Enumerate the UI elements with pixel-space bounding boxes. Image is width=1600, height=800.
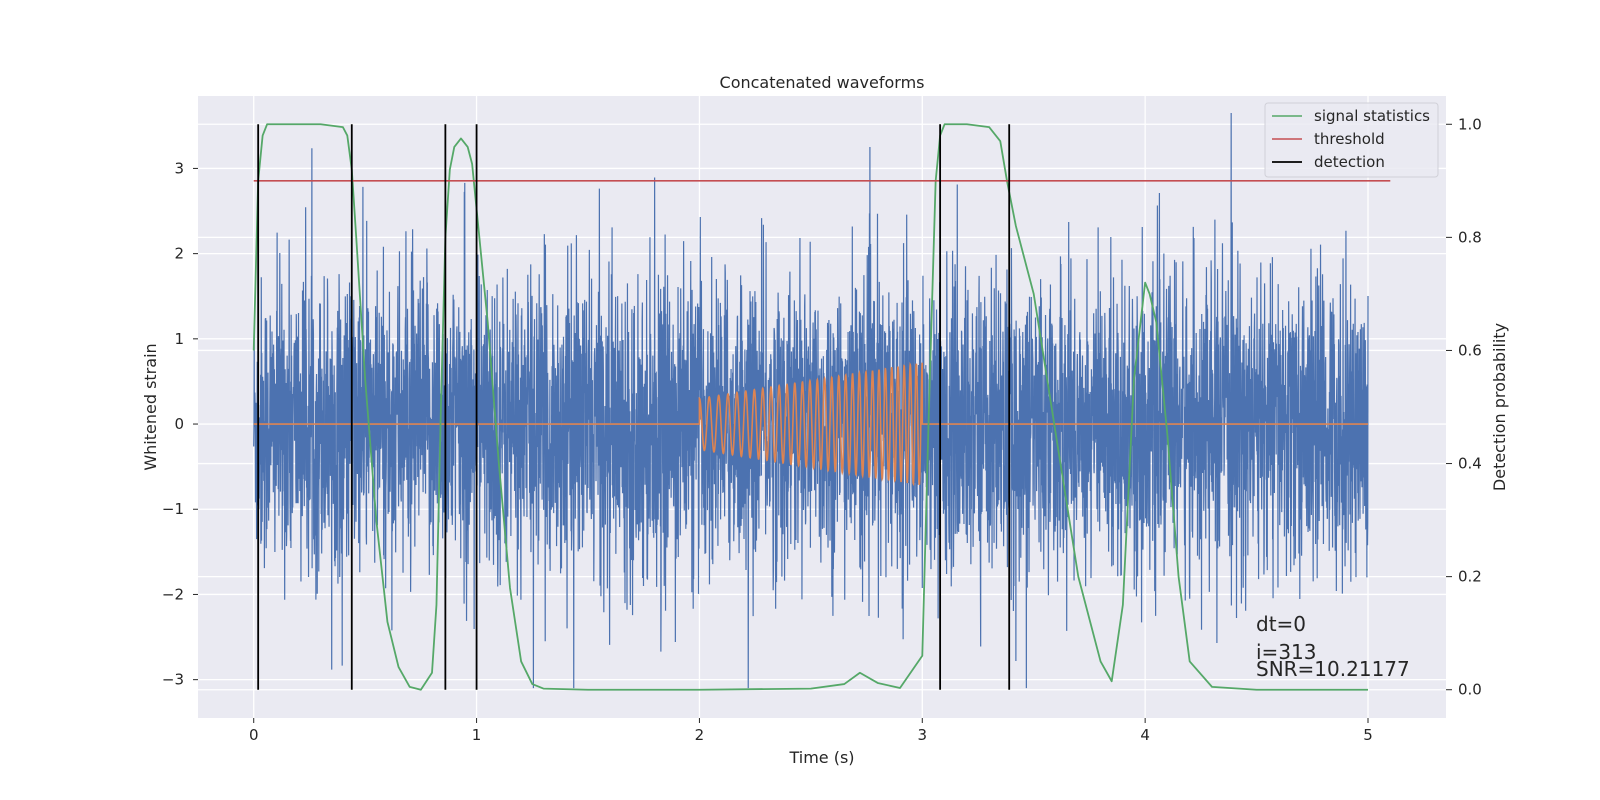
detection-series [257,124,1011,690]
template-line [253,361,1368,487]
annotation-snr: SNR=10.21177 [1256,657,1410,681]
y-right-tick-label: 0.2 [1458,568,1482,586]
x-tick-label: 2 [695,726,705,744]
y-tick-label: 0 [174,415,184,433]
x-tick-label: 3 [918,726,928,744]
y-tick-label: 1 [174,330,184,348]
y-axis-ticks: −3 −2 −1 0 1 2 3 [162,159,198,689]
legend-label-threshold: threshold [1314,130,1385,148]
y-right-axis-label: Detection probability [1490,323,1509,491]
annotation-i: i=313 [1256,640,1317,664]
strain-line [253,113,1369,689]
y-tick-label: −3 [162,671,184,689]
y-right-tick-label: 1.0 [1458,115,1482,133]
legend-label-detection: detection [1314,153,1385,171]
y-axis-label: Whitened strain [141,343,160,470]
x-tick-label: 0 [249,726,259,744]
y-right-tick-label: 0.8 [1458,228,1482,246]
y-tick-label: 3 [174,159,184,177]
y-right-tick-label: 0.4 [1458,455,1482,473]
y-tick-label: 2 [174,245,184,263]
x-axis-ticks: 0 1 2 3 4 5 [249,718,1373,744]
annotation-dt: dt=0 [1256,612,1306,636]
signal-statistics-line [252,123,1368,691]
legend: signal statistics threshold detection [1264,102,1439,178]
signal-statistics-series [252,123,1368,691]
y-right-tick-label: 0.6 [1458,341,1482,359]
legend-box [1264,102,1439,178]
x-tick-label: 5 [1363,726,1373,744]
template-series [253,361,1368,487]
annotation: dt=0 i=313 SNR=10.21177 [1256,612,1410,681]
x-axis-label: Time (s) [788,748,854,767]
strain-series [253,113,1369,689]
y-right-axis-ticks: 0.0 0.2 0.4 0.6 0.8 1.0 [1446,115,1482,699]
y-right-tick-label: 0.0 [1458,681,1482,699]
y-tick-label: −2 [162,585,184,603]
y-tick-label: −1 [162,500,184,518]
legend-label-signal-statistics: signal statistics [1314,107,1430,125]
x-tick-label: 1 [472,726,482,744]
x-tick-label: 4 [1140,726,1150,744]
chart-title: Concatenated waveforms [720,73,925,92]
